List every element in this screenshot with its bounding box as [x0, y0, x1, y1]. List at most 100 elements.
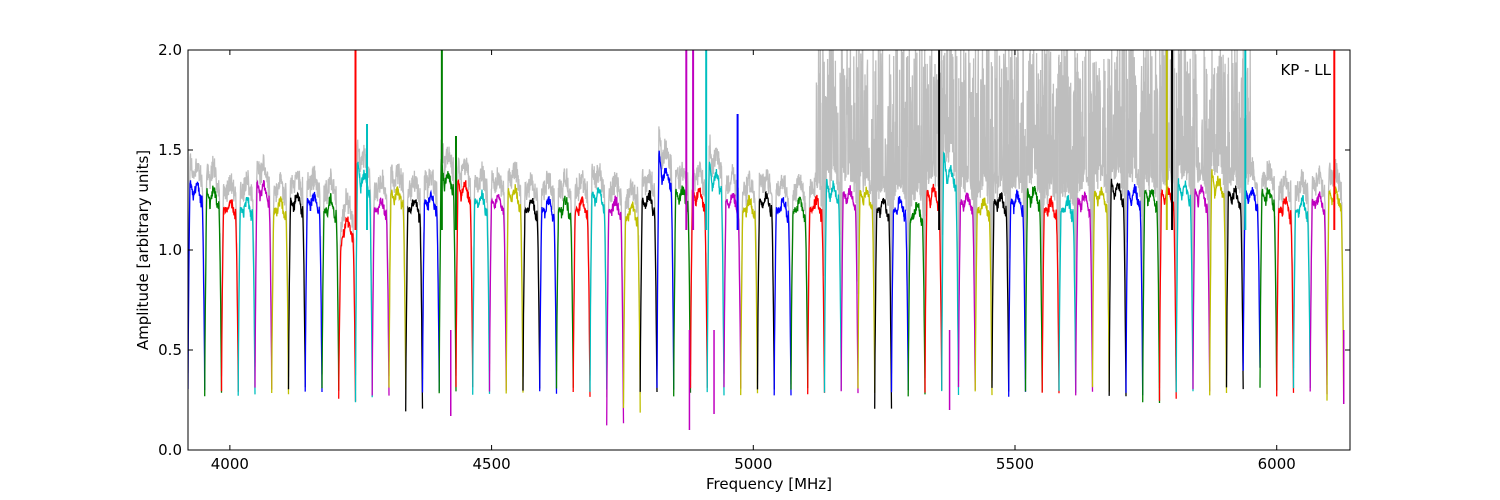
- background-line: [220, 173, 239, 377]
- channel-line: [1041, 195, 1060, 394]
- channel-line: [1024, 186, 1043, 392]
- channel-line: [371, 197, 390, 396]
- channel-line: [756, 190, 775, 390]
- background-line: [807, 50, 826, 372]
- channel-line: [639, 190, 658, 393]
- channel-line: [957, 192, 976, 391]
- channel-line: [1292, 195, 1311, 389]
- x-tick-label: 5000: [734, 455, 772, 473]
- background-line: [472, 161, 491, 372]
- channel-line: [991, 191, 1010, 392]
- y-axis: 0.0 0.5 1.0 1.5 2.0: [158, 41, 1350, 459]
- channel-line: [1259, 187, 1278, 391]
- channel-line: [790, 196, 809, 390]
- background-line: [304, 165, 323, 375]
- background-line: [354, 139, 373, 386]
- y-tick-label: 0.5: [158, 341, 182, 359]
- channel-line: [1091, 186, 1110, 392]
- channel-line: [204, 185, 223, 397]
- background-line: [1041, 50, 1060, 378]
- channel-line: [1058, 194, 1077, 393]
- background-line: [639, 169, 658, 374]
- background-line: [589, 163, 608, 381]
- channel-line: [1209, 169, 1228, 396]
- background-line: [1292, 169, 1311, 363]
- channel-line: [472, 189, 491, 395]
- channel-line: [890, 196, 909, 393]
- y-tick-label: 1.5: [158, 141, 182, 159]
- channel-line: [522, 197, 541, 391]
- background-line: [1209, 50, 1228, 376]
- channel-line: [656, 150, 675, 390]
- x-tick-label: 4000: [211, 455, 249, 473]
- channel-line: [622, 201, 641, 413]
- background-line: [740, 170, 759, 383]
- background-line: [522, 172, 541, 377]
- channel-line: [271, 196, 290, 395]
- channel-line: [321, 193, 340, 391]
- channel-line: [304, 191, 323, 393]
- background-line: [1091, 58, 1110, 360]
- y-tick-label: 1.0: [158, 241, 182, 259]
- background-line: [271, 172, 290, 377]
- channel-line: [974, 197, 993, 396]
- channel-line: [1326, 186, 1345, 402]
- x-axis: 4000 4500 5000 5500 6000: [211, 50, 1296, 473]
- channel-line: [1008, 189, 1027, 397]
- channel-line: [907, 202, 926, 397]
- x-tick-label: 5500: [996, 455, 1034, 473]
- background-series: [188, 50, 1345, 404]
- background-line: [204, 155, 223, 369]
- channel-line: [388, 186, 407, 390]
- channel-line: [237, 196, 256, 396]
- y-axis-label: Amplitude [arbitrary units]: [134, 150, 152, 350]
- background-line: [790, 173, 809, 373]
- channel-line: [188, 180, 206, 391]
- channel-line: [405, 199, 424, 412]
- background-line: [991, 50, 1010, 375]
- background-line: [706, 134, 725, 374]
- background-line: [1058, 50, 1077, 341]
- background-line: [237, 170, 256, 378]
- channel-line: [773, 197, 792, 396]
- background-line: [957, 50, 976, 373]
- channel-line: [455, 179, 474, 388]
- channel-line: [941, 151, 960, 396]
- y-tick-label: 2.0: [158, 41, 182, 59]
- channel-line: [1276, 196, 1295, 397]
- background-line: [555, 168, 574, 377]
- channel-line: [1075, 191, 1094, 396]
- background-line: [1276, 170, 1295, 379]
- channel-line: [1125, 184, 1144, 396]
- channel-line: [555, 195, 574, 389]
- background-line: [455, 156, 474, 370]
- background-line: [287, 170, 306, 368]
- channel-line: [740, 194, 759, 396]
- channel-line: [1225, 185, 1244, 390]
- channel-line: [1175, 178, 1194, 393]
- background-line: [1225, 50, 1244, 364]
- channel-line: [1192, 184, 1211, 392]
- channel-line: [539, 196, 558, 394]
- channel-line: [1142, 188, 1161, 404]
- background-line: [941, 50, 960, 382]
- x-axis-label: Frequency [MHz]: [706, 475, 832, 493]
- background-line: [1075, 50, 1094, 370]
- channel-line: [874, 197, 893, 409]
- background-line: [823, 50, 842, 365]
- background-line: [1108, 50, 1127, 349]
- background-line: [874, 50, 893, 391]
- background-line: [572, 170, 591, 376]
- background-line: [840, 50, 859, 292]
- background-line: [1326, 158, 1345, 385]
- background-line: [857, 50, 876, 378]
- channel-line: [572, 196, 591, 397]
- background-line: [488, 167, 507, 365]
- baseline-annotation: KP - LL: [1280, 61, 1331, 79]
- channel-line: [589, 187, 608, 392]
- background-line: [606, 172, 625, 404]
- background-line: [622, 177, 641, 394]
- channel-line: [421, 189, 440, 393]
- background-line: [1008, 50, 1027, 370]
